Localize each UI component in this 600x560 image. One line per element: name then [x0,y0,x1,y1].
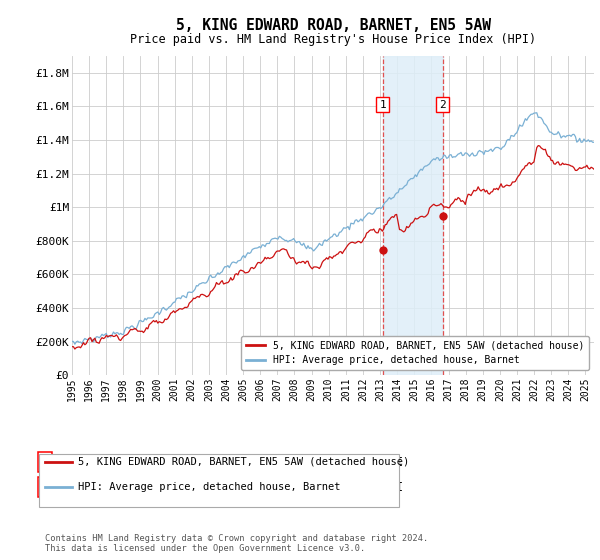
Text: 1: 1 [379,100,386,110]
Text: 2: 2 [439,100,446,110]
Text: HPI: Average price, detached house, Barnet: HPI: Average price, detached house, Barn… [78,482,341,492]
Text: £745,000: £745,000 [228,455,285,469]
Text: 22% ↓ HPI: 22% ↓ HPI [339,480,403,494]
Text: 25-FEB-2013: 25-FEB-2013 [81,455,160,469]
Legend: 5, KING EDWARD ROAD, BARNET, EN5 5AW (detached house), HPI: Average price, detac: 5, KING EDWARD ROAD, BARNET, EN5 5AW (de… [241,336,589,370]
Text: 13% ↓ HPI: 13% ↓ HPI [339,455,403,469]
Bar [383,56,443,375]
Text: 26-AUG-2016: 26-AUG-2016 [81,480,160,494]
Text: Contains HM Land Registry data © Crown copyright and database right 2024.
This d: Contains HM Land Registry data © Crown c… [45,534,428,553]
Text: £950,000: £950,000 [228,480,285,494]
Text: 5, KING EDWARD ROAD, BARNET, EN5 5AW: 5, KING EDWARD ROAD, BARNET, EN5 5AW [176,18,491,32]
Text: 1: 1 [41,455,49,469]
Text: 5, KING EDWARD ROAD, BARNET, EN5 5AW (detached house): 5, KING EDWARD ROAD, BARNET, EN5 5AW (de… [78,457,409,467]
Text: 2: 2 [41,480,49,494]
Text: Price paid vs. HM Land Registry's House Price Index (HPI): Price paid vs. HM Land Registry's House … [130,32,536,46]
